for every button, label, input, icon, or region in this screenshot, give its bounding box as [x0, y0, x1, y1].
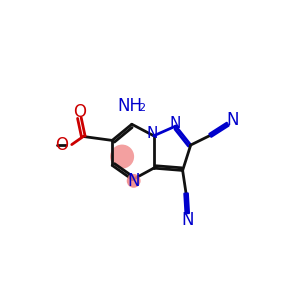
Text: 2: 2	[138, 103, 145, 113]
Circle shape	[110, 145, 134, 169]
Circle shape	[127, 174, 141, 188]
Text: NH: NH	[117, 97, 142, 115]
Text: O: O	[55, 136, 68, 154]
Text: N: N	[147, 126, 158, 141]
Text: N: N	[169, 116, 181, 131]
Text: N: N	[128, 172, 140, 190]
Text: O: O	[73, 103, 86, 121]
Text: N: N	[226, 111, 239, 129]
Text: N: N	[181, 211, 194, 229]
